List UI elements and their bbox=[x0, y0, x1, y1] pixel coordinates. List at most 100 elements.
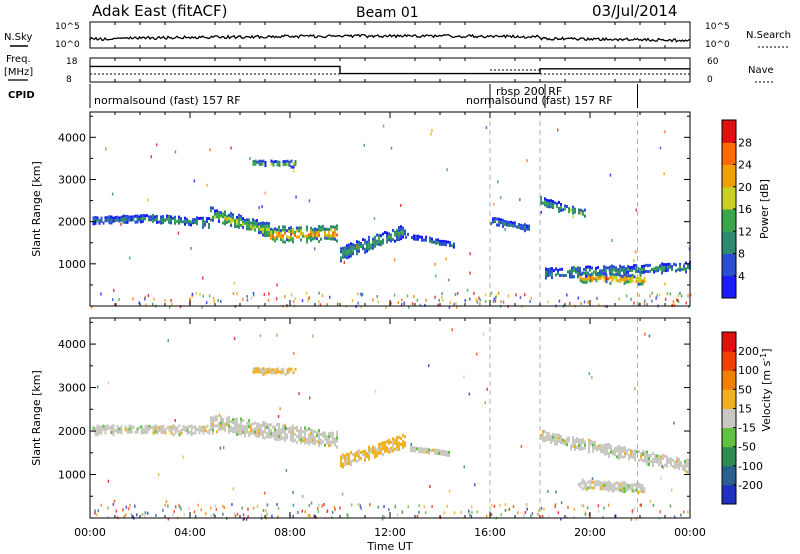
echo-cell-1 bbox=[306, 428, 308, 432]
noise-cell bbox=[130, 513, 133, 516]
echo-cell-0 bbox=[204, 426, 207, 429]
echo-cell-8 bbox=[603, 271, 605, 275]
echo-cell-9 bbox=[639, 282, 642, 286]
noise-cell bbox=[400, 203, 402, 207]
noise-cell bbox=[471, 510, 473, 514]
echo-cell-0 bbox=[134, 214, 137, 218]
noise-cell bbox=[502, 300, 505, 304]
echo-cell-2 bbox=[344, 457, 346, 461]
echo-cell-1 bbox=[326, 441, 328, 445]
echo-cell-8 bbox=[549, 273, 551, 277]
echo-cell-6 bbox=[518, 223, 520, 227]
echo-cell-1 bbox=[174, 215, 176, 219]
noise-cell bbox=[580, 302, 582, 305]
noise-cell bbox=[424, 511, 427, 515]
colorbar-frame bbox=[721, 331, 737, 505]
echo-cell-10 bbox=[282, 160, 285, 164]
velocity-cbar-label: Velocity [m s-1] bbox=[759, 348, 773, 431]
noise-cell bbox=[347, 514, 349, 518]
cpid-segment-0: normalsound (fast) 157 RF bbox=[94, 94, 241, 107]
noise-cell bbox=[431, 505, 433, 508]
echo-cell-4 bbox=[348, 246, 350, 250]
noise-cell bbox=[179, 505, 181, 509]
echo-cell-9 bbox=[579, 276, 582, 280]
noise-cell bbox=[630, 517, 633, 521]
noise-cell bbox=[164, 503, 167, 507]
echo-cell-2 bbox=[388, 450, 390, 454]
echo-cell-6 bbox=[264, 371, 267, 375]
echo-cell-4 bbox=[382, 241, 384, 245]
noise-cell bbox=[630, 297, 632, 301]
echo-cell-6 bbox=[506, 223, 508, 227]
echo-cell-6 bbox=[512, 224, 514, 228]
echo-cell-1 bbox=[260, 432, 262, 436]
echo-cell-4 bbox=[348, 249, 350, 253]
noise-cell bbox=[123, 515, 126, 519]
echo-cell-4 bbox=[642, 453, 644, 456]
noise-cell bbox=[204, 512, 207, 516]
noise-cell bbox=[468, 509, 470, 513]
echo-cell-1 bbox=[276, 435, 278, 439]
echo-cell-5 bbox=[595, 480, 598, 484]
x-axis-label: Time UT bbox=[366, 540, 412, 553]
echo-cell-7 bbox=[580, 208, 582, 212]
echo-cell-3 bbox=[318, 225, 320, 228]
noise-cell bbox=[383, 515, 386, 519]
echo-cell-9 bbox=[623, 276, 626, 279]
echo-cell-9 bbox=[583, 271, 586, 275]
noise-cell bbox=[588, 512, 591, 516]
echo-cell-3 bbox=[308, 236, 310, 240]
echo-cell-1 bbox=[280, 434, 282, 438]
echo-cell-3 bbox=[422, 450, 424, 454]
echo-cell-8 bbox=[551, 276, 553, 280]
echo-cell-4 bbox=[588, 441, 590, 445]
echo-cell-1 bbox=[154, 218, 156, 222]
echo-cell-1 bbox=[216, 418, 218, 422]
echo-cell-3 bbox=[412, 449, 414, 453]
echo-cell-4 bbox=[584, 443, 586, 447]
echo-cell-4 bbox=[578, 444, 580, 448]
echo-cell-4 bbox=[572, 445, 574, 449]
echo-cell-4 bbox=[628, 454, 630, 458]
noise-cell bbox=[603, 506, 605, 510]
echo-cell-4 bbox=[634, 452, 636, 456]
echo-cell-4 bbox=[588, 447, 590, 451]
noise-cell bbox=[529, 300, 531, 303]
noise-cell bbox=[666, 292, 669, 296]
echo-cell-8 bbox=[629, 269, 631, 272]
echo-cell-2 bbox=[224, 210, 226, 214]
noise-cell bbox=[259, 334, 262, 338]
y-tick-label: 2000 bbox=[58, 216, 86, 229]
echo-cell-8 bbox=[655, 269, 657, 273]
echo-cell-8 bbox=[547, 268, 549, 271]
echo-cell-4 bbox=[672, 464, 674, 468]
echo-cell-0 bbox=[186, 425, 189, 429]
noise-cell bbox=[155, 514, 157, 517]
noise-cell bbox=[252, 506, 255, 510]
echo-cell-4 bbox=[688, 462, 690, 465]
echo-cell-5 bbox=[437, 238, 439, 242]
noise-cell bbox=[264, 191, 266, 195]
noise-cell bbox=[309, 396, 311, 400]
noise-cell bbox=[164, 217, 166, 221]
echo-cell-7 bbox=[540, 198, 542, 202]
echo-cell-1 bbox=[336, 433, 338, 437]
echo-cell-2 bbox=[224, 216, 226, 220]
noise-cell bbox=[277, 506, 280, 510]
echo-cell-1 bbox=[196, 216, 198, 220]
cpid-label: CPID bbox=[8, 90, 35, 101]
echo-cell-4 bbox=[624, 455, 626, 459]
echo-cell-1 bbox=[170, 218, 172, 222]
echo-cell-2 bbox=[352, 453, 354, 457]
echo-cell-4 bbox=[574, 445, 576, 448]
echo-cell-0 bbox=[96, 216, 99, 220]
echo-cell-1 bbox=[210, 424, 212, 428]
echo-cell-3 bbox=[290, 226, 292, 230]
echo-cell-8 bbox=[605, 269, 607, 273]
echo-cell-0 bbox=[156, 431, 159, 435]
noise-cell bbox=[183, 513, 185, 516]
colorbar-swatch bbox=[722, 209, 736, 232]
echo-cell-4 bbox=[382, 232, 384, 236]
echo-cell-1 bbox=[196, 219, 198, 223]
noise-cell bbox=[475, 297, 477, 301]
